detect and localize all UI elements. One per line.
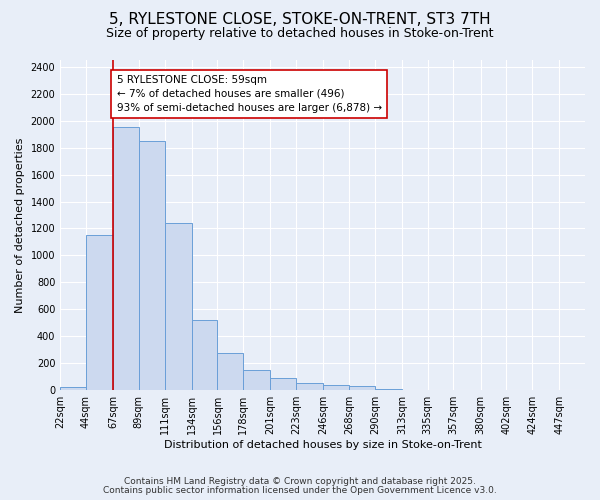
- Text: 5 RYLESTONE CLOSE: 59sqm
← 7% of detached houses are smaller (496)
93% of semi-d: 5 RYLESTONE CLOSE: 59sqm ← 7% of detache…: [116, 75, 382, 113]
- Bar: [244, 370, 271, 390]
- Bar: [217, 353, 244, 390]
- Bar: [164, 223, 191, 390]
- Bar: [191, 320, 217, 390]
- Bar: [113, 128, 139, 390]
- Bar: [86, 235, 113, 390]
- Bar: [60, 387, 86, 390]
- Text: Size of property relative to detached houses in Stoke-on-Trent: Size of property relative to detached ho…: [106, 28, 494, 40]
- Bar: [296, 383, 323, 390]
- Text: Contains HM Land Registry data © Crown copyright and database right 2025.: Contains HM Land Registry data © Crown c…: [124, 477, 476, 486]
- Bar: [323, 386, 349, 390]
- X-axis label: Distribution of detached houses by size in Stoke-on-Trent: Distribution of detached houses by size …: [164, 440, 482, 450]
- Bar: [271, 378, 296, 390]
- Bar: [375, 389, 402, 390]
- Bar: [349, 386, 375, 390]
- Text: 5, RYLESTONE CLOSE, STOKE-ON-TRENT, ST3 7TH: 5, RYLESTONE CLOSE, STOKE-ON-TRENT, ST3 …: [109, 12, 491, 28]
- Bar: [139, 141, 164, 390]
- Y-axis label: Number of detached properties: Number of detached properties: [15, 138, 25, 313]
- Text: Contains public sector information licensed under the Open Government Licence v3: Contains public sector information licen…: [103, 486, 497, 495]
